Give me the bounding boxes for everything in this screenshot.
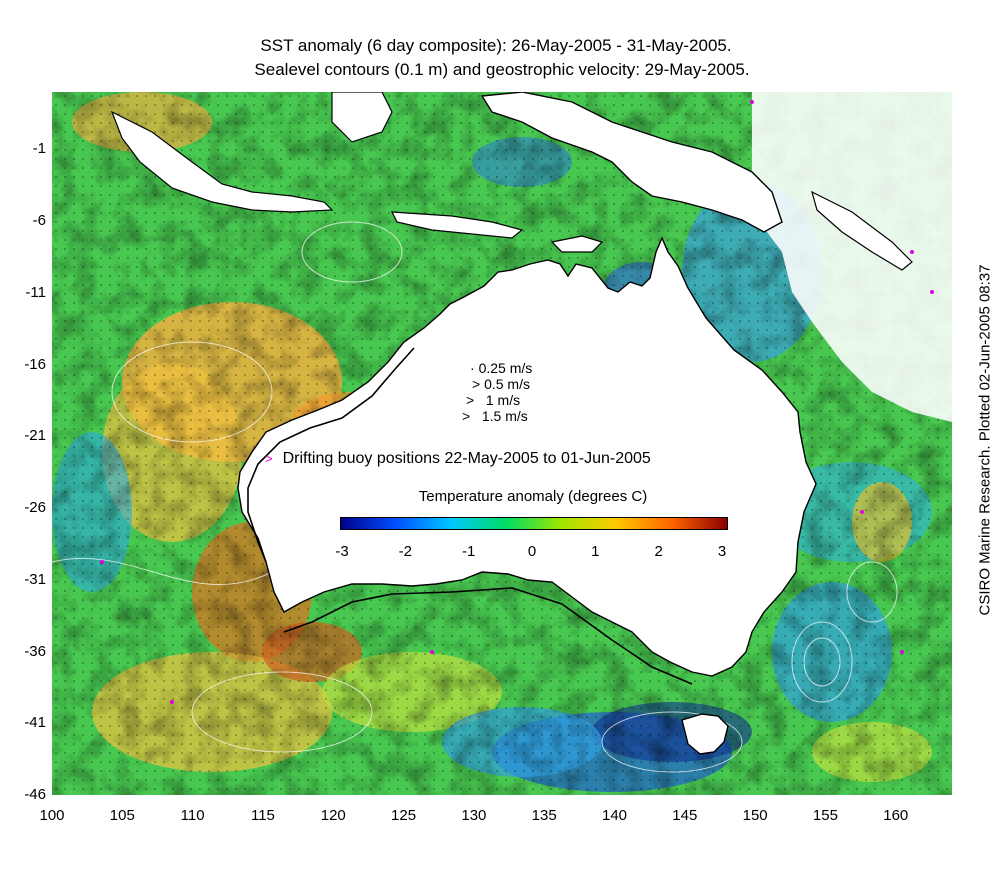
no-data-region [752, 92, 952, 422]
y-tick-label: -11 [25, 283, 46, 301]
colorbar [340, 517, 728, 530]
indonesia-islands [110, 110, 334, 213]
map-title-line2: Sealevel contours (0.1 m) and geostrophi… [254, 60, 750, 79]
colorbar-tick-label: -1 [461, 543, 476, 560]
x-tick-label: 110 [180, 807, 205, 824]
x-tick-label: 150 [742, 807, 768, 824]
colorbar-tick-label: 3 [717, 543, 727, 560]
credit-label: CSIRO Marine Research. Plotted 02-Jun-20… [976, 264, 994, 616]
buoy-marker-icon: > [265, 451, 273, 466]
y-tick-label: -21 [24, 427, 46, 445]
colorbar-tick-label: -3 [335, 543, 349, 560]
colorbar-tick-label: 1 [591, 543, 600, 560]
x-tick-label: 130 [461, 807, 487, 824]
new-guinea-landmass [480, 92, 783, 233]
x-tick-label: 120 [320, 807, 346, 824]
velocity-legend-1: ˃ 0.5 m/s [472, 376, 530, 392]
x-tick-label: 135 [531, 807, 557, 824]
shelf-contour [247, 347, 693, 685]
x-tick-label: 155 [812, 807, 838, 824]
buoy-legend: > Drifting buoy positions 22-May-2005 to … [265, 450, 651, 468]
y-tick-label: -16 [24, 355, 46, 373]
x-tick-label: 115 [250, 807, 275, 824]
velocity-legend-0: · 0.25 m/s [470, 360, 533, 376]
sealevel-contours [52, 221, 898, 773]
x-tick-label: 100 [39, 807, 65, 824]
map-title-line1: SST anomaly (6 day composite): 26-May-20… [260, 36, 732, 55]
x-tick-label: 125 [391, 807, 417, 824]
australia-landmass [237, 236, 817, 677]
y-tick-label: -46 [24, 786, 46, 803]
y-tick-label: -1 [32, 140, 46, 158]
map-canvas [52, 92, 952, 795]
y-tick-label: -31 [24, 570, 46, 588]
velocity-legend-3: > 1.5 m/s [462, 408, 528, 424]
x-tick-label: 160 [883, 807, 909, 824]
sst-anomaly-map [52, 92, 952, 795]
tasmania-landmass [681, 713, 729, 755]
colorbar-tick-label: 0 [527, 543, 537, 560]
x-tick-label: 145 [672, 807, 698, 824]
y-tick-label: -26 [24, 499, 46, 517]
colorbar-title: Temperature anomaly (degrees C) [418, 488, 648, 505]
colorbar-tick-label: -2 [398, 543, 412, 560]
y-tick-label: -36 [24, 642, 46, 660]
colorbar-tick-label: 2 [654, 543, 663, 560]
velocity-legend-2: > 1 m/s [466, 392, 521, 408]
x-tick-label: 140 [601, 807, 628, 824]
y-tick-label: -6 [32, 212, 46, 230]
y-tick-label: -41 [24, 714, 46, 732]
buoy-legend-label: Drifting buoy positions 22-May-2005 to 0… [282, 450, 651, 467]
x-tick-label: 105 [109, 807, 135, 824]
buoy-positions [100, 100, 934, 704]
